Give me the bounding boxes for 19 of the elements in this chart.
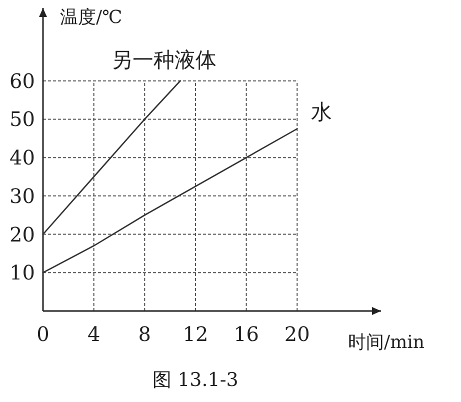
y-axis-title: 温度/℃ xyxy=(60,7,122,28)
x-tick-label: 16 xyxy=(234,322,260,346)
x-tick-label: 0 xyxy=(36,322,50,346)
y-tick-label: 50 xyxy=(10,107,35,132)
y-tick-label: 60 xyxy=(10,68,35,93)
x-axis-title: 时间/min xyxy=(348,332,425,353)
series-label: 水 xyxy=(311,100,332,124)
y-tick-label: 30 xyxy=(10,184,35,208)
y-tick-label: 20 xyxy=(10,222,35,246)
caption: 图 13.1-3 xyxy=(152,369,238,391)
y-tick-label: 40 xyxy=(10,146,35,170)
x-tick-label: 12 xyxy=(182,322,208,346)
x-tick-label: 8 xyxy=(138,322,152,346)
x-tick-label: 4 xyxy=(87,322,100,346)
y-tick-label: 10 xyxy=(10,260,35,285)
series-label: 另一种液体 xyxy=(112,48,217,72)
line-series xyxy=(42,128,298,274)
line-series xyxy=(42,80,181,235)
x-tick-label: 20 xyxy=(284,322,310,346)
